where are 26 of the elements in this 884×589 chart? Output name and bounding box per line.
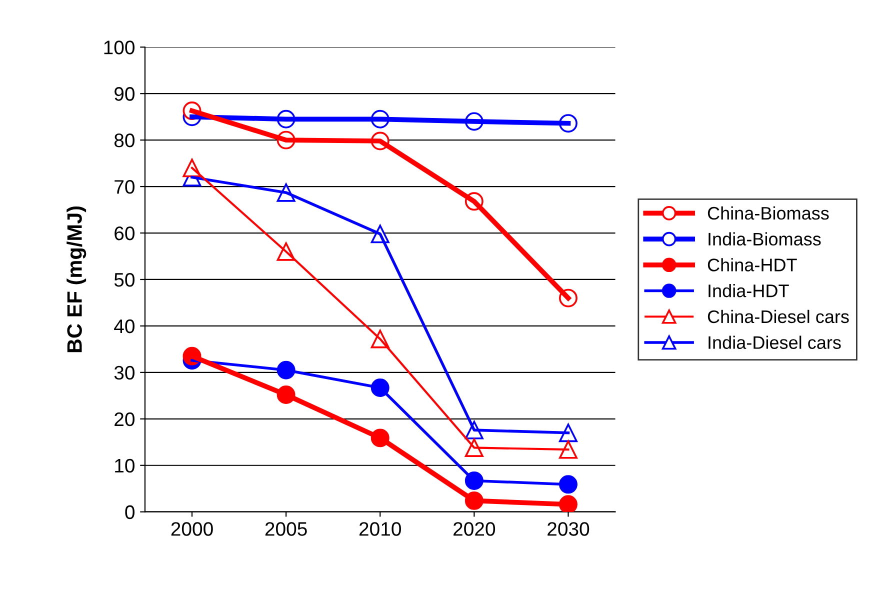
y-tick-label: 100 (104, 40, 134, 54)
y-tick-label: 0 (125, 505, 134, 520)
legend-label: China-HDT (708, 258, 797, 272)
x-tick-label: 2020 (454, 522, 496, 536)
x-tick-label: 2030 (548, 522, 590, 536)
legend-label: India-Biomass (708, 232, 821, 246)
y-tick-label: 30 (114, 366, 134, 380)
y-tick-label: 80 (114, 134, 134, 148)
x-tick-label: 2005 (265, 522, 307, 536)
y-axis-title: BC EF (mg/MJ) (66, 206, 86, 352)
legend-label: China-Diesel cars (708, 310, 849, 324)
y-tick-label: 70 (114, 180, 134, 194)
legend-label: India-Diesel cars (708, 336, 841, 349)
y-tick-label: 20 (114, 412, 134, 426)
x-tick-label: 2010 (359, 522, 401, 536)
y-tick-label: 10 (115, 458, 134, 473)
legend-label: India-HDT (708, 284, 789, 298)
y-tick-label: 40 (114, 319, 134, 334)
y-tick-label: 50 (114, 272, 134, 287)
legend-label: China-Biomass (708, 206, 829, 220)
point (558, 424, 578, 442)
point (558, 440, 578, 459)
y-tick-label: 60 (114, 226, 134, 240)
y-tick-label: 90 (114, 87, 134, 101)
x-tick-label: 2000 (171, 522, 213, 536)
point (558, 475, 578, 494)
